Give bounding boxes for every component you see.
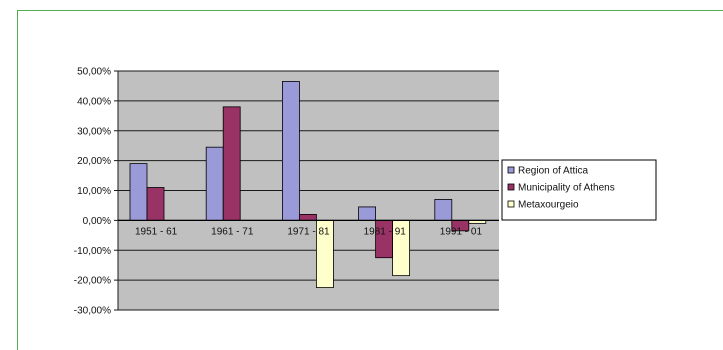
bar-region-of-attica-3 bbox=[358, 206, 377, 221]
y-tick-label: 40,00% bbox=[77, 96, 111, 107]
x-category-label: 1971 - 81 bbox=[287, 226, 330, 237]
y-tick-label: 30,00% bbox=[77, 126, 111, 137]
x-category-label: 1951 - 61 bbox=[135, 226, 178, 237]
frame-left-border bbox=[17, 10, 18, 350]
bar-municipality-of-athens-2 bbox=[298, 213, 317, 221]
bar-region-of-attica-0 bbox=[129, 163, 148, 221]
bar-municipality-of-athens-1 bbox=[222, 106, 241, 221]
y-tick-label: 10,00% bbox=[77, 186, 111, 197]
x-category-label: 1991 - 01 bbox=[440, 226, 483, 237]
frame-top-border bbox=[17, 10, 723, 11]
bar-region-of-attica-2 bbox=[281, 81, 300, 221]
legend-box bbox=[501, 159, 657, 221]
bar-municipality-of-athens-0 bbox=[146, 187, 165, 221]
bar-region-of-attica-1 bbox=[205, 146, 224, 221]
y-tick-label: -20,00% bbox=[74, 276, 111, 287]
bar-region-of-attica-4 bbox=[434, 199, 453, 221]
legend-swatch bbox=[507, 183, 515, 191]
x-category-label: 1961 - 71 bbox=[211, 226, 254, 237]
x-category-label: 1981 - 91 bbox=[364, 226, 407, 237]
legend-swatch bbox=[507, 200, 515, 208]
y-tick-label: 0,00% bbox=[83, 216, 111, 227]
legend-label: Municipality of Athens bbox=[518, 183, 615, 194]
legend-label: Metaxourgeio bbox=[518, 200, 579, 211]
y-tick-label: 50,00% bbox=[77, 67, 111, 78]
y-tick-label: 20,00% bbox=[77, 156, 111, 167]
legend-swatch bbox=[507, 166, 515, 174]
y-tick-label: -10,00% bbox=[74, 246, 111, 257]
y-tick-label: -30,00% bbox=[74, 306, 111, 317]
legend-label: Region of Attica bbox=[518, 166, 588, 177]
